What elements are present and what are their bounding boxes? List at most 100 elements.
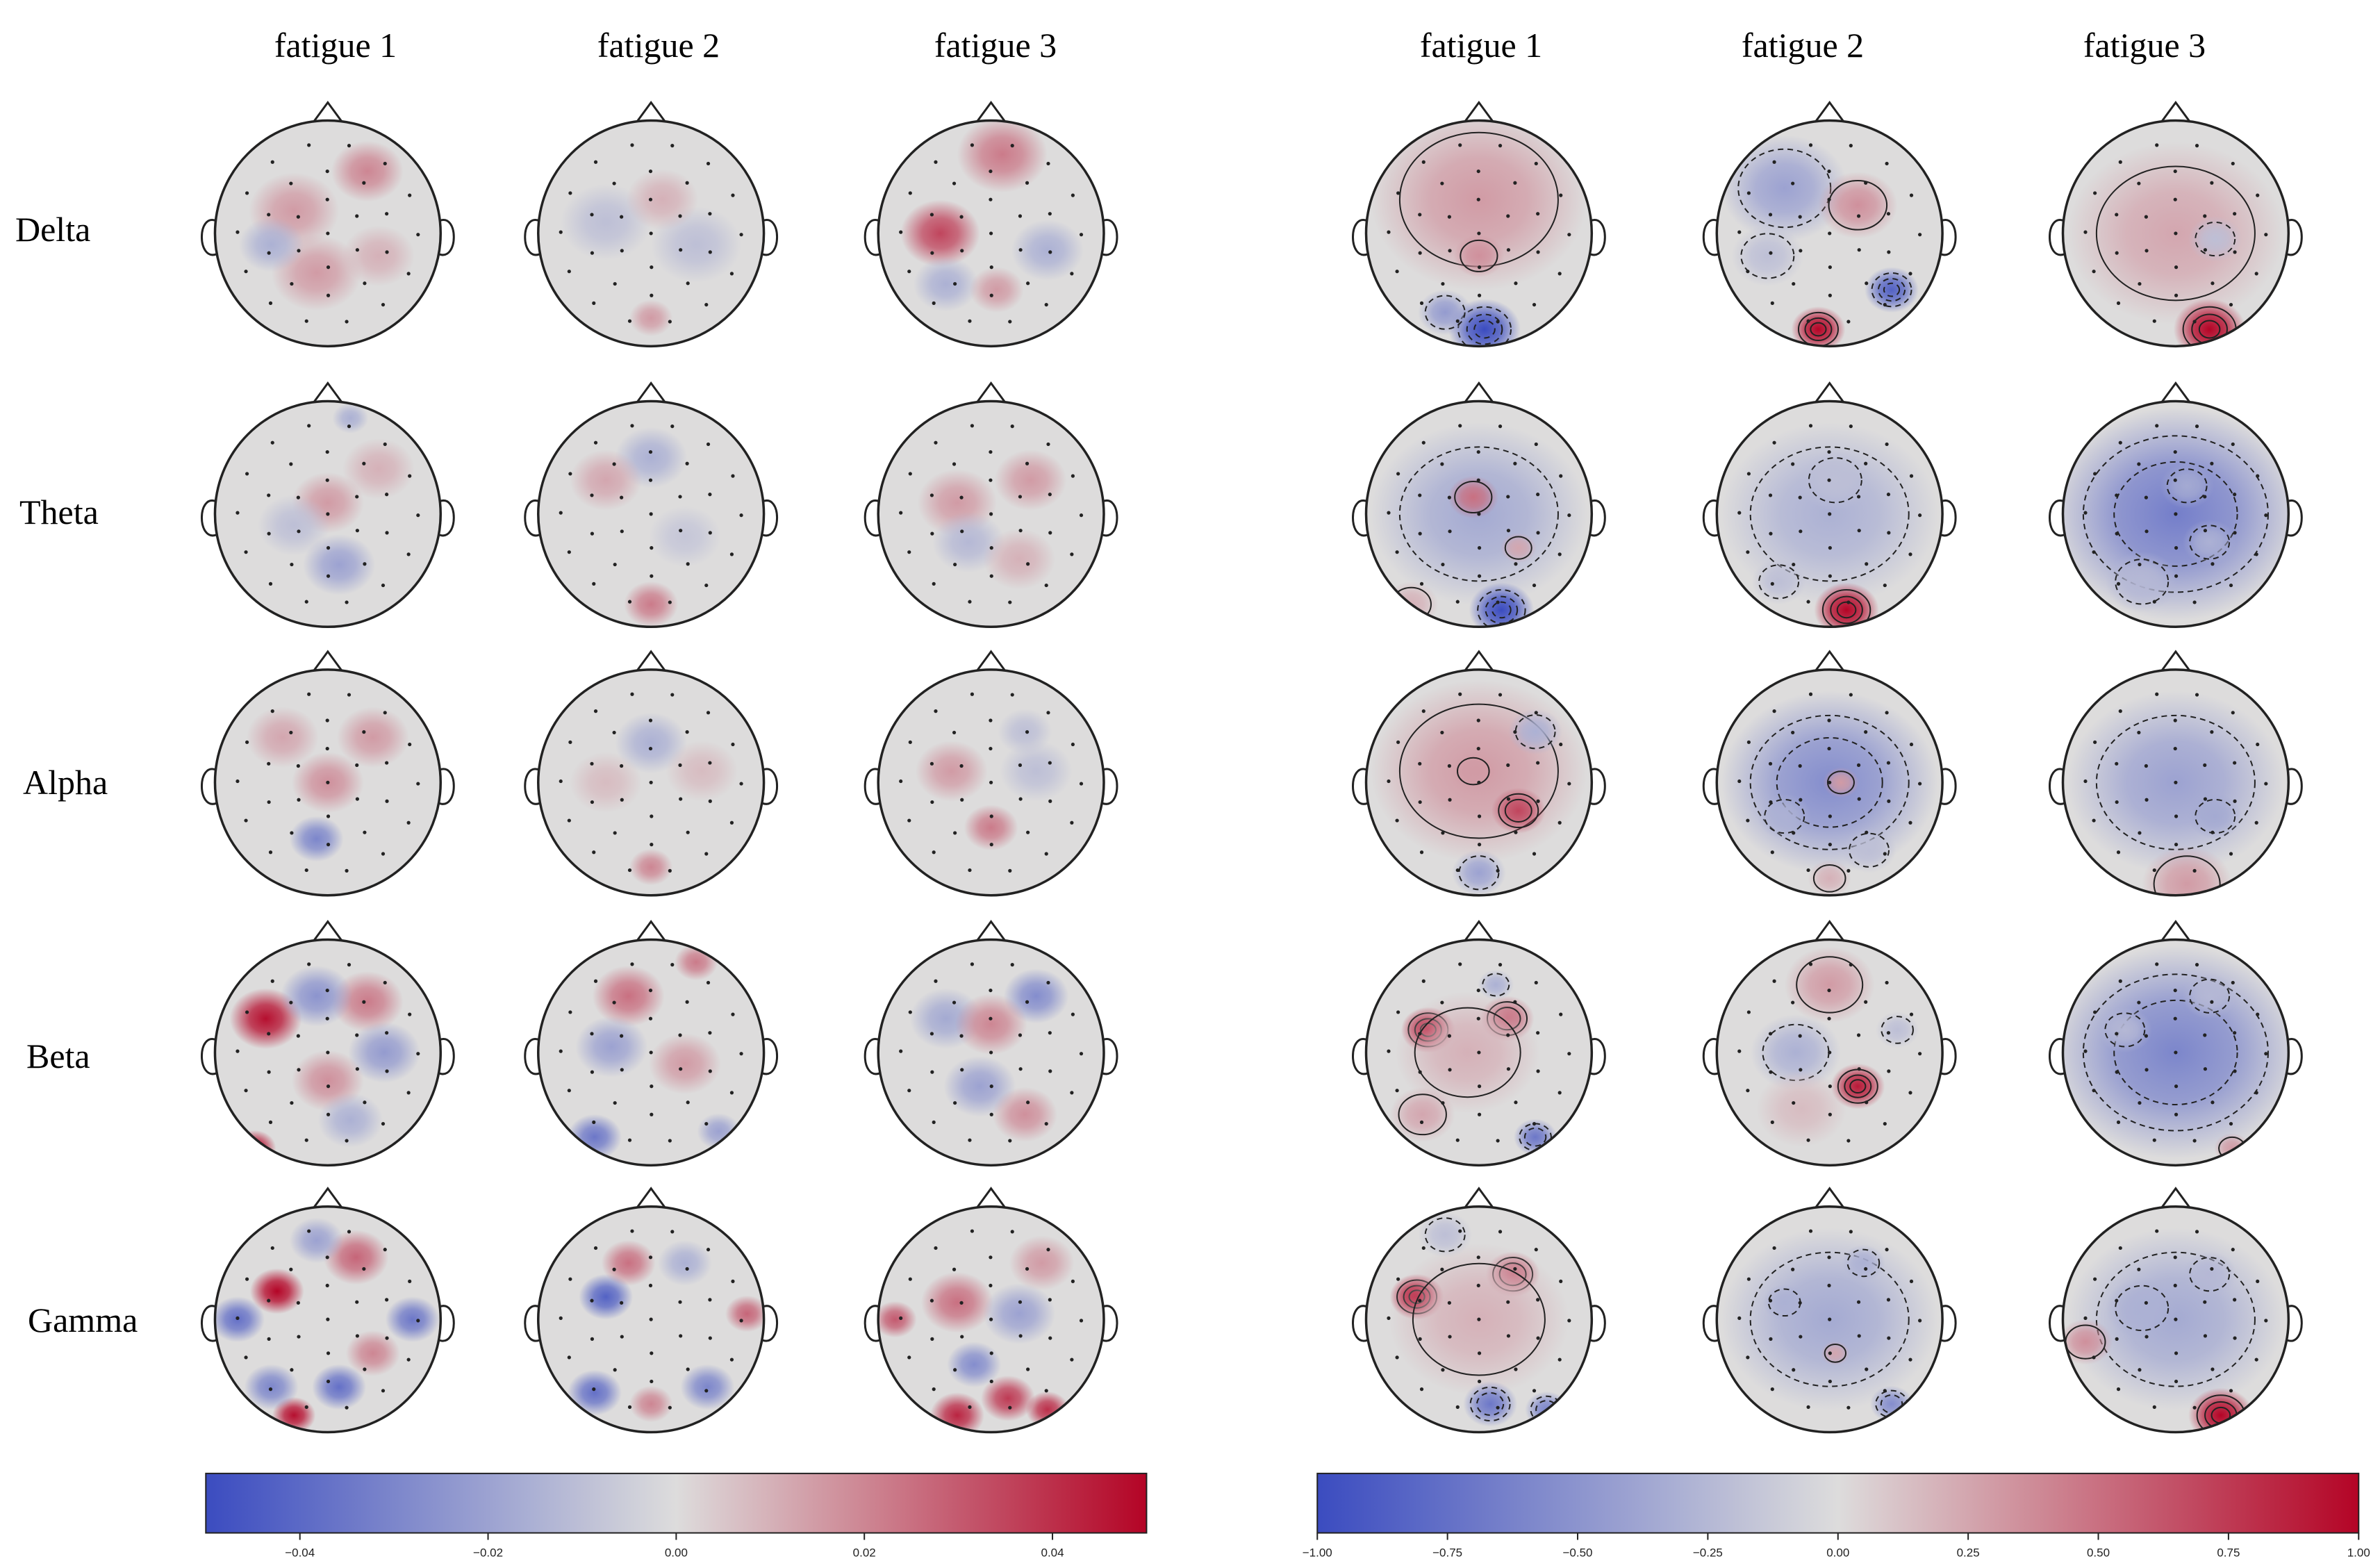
electrode-dot [416, 513, 420, 518]
electrode-dot [627, 1405, 632, 1409]
electrode-dot [355, 248, 359, 252]
electrode-dot [1849, 963, 1853, 967]
electrode-dot [670, 1230, 675, 1234]
electrode-dot [1026, 562, 1030, 566]
activation-blob [878, 1301, 917, 1338]
electrode-dot [1798, 215, 1802, 219]
electrode-dot [1798, 1034, 1802, 1038]
electrode-dot [1798, 764, 1802, 768]
electrode-dot [989, 1379, 993, 1384]
electrode-dot [907, 1089, 911, 1093]
electrode-dot [1418, 531, 1422, 536]
electrode-dot [1418, 761, 1422, 766]
activation-blob [2182, 519, 2237, 566]
contour-line [1514, 714, 1556, 750]
electrode-dot [270, 709, 274, 713]
head-outline [213, 938, 443, 1167]
electrode-dot [1477, 814, 1482, 818]
electrode-dot [1737, 1316, 1742, 1320]
activation-blob [342, 225, 415, 287]
activation-blob [1814, 582, 1879, 627]
electrode-dot [363, 1367, 367, 1371]
electrode-dot [2152, 1138, 2156, 1142]
electrode-dot [592, 850, 596, 855]
activation-blob [1453, 234, 1505, 278]
electrode-dot [686, 1100, 690, 1105]
contour-line [1836, 601, 1857, 619]
electrode-dot [1567, 233, 1571, 237]
contour-line [1412, 1262, 1546, 1376]
activation-blob [980, 1375, 1035, 1421]
electrode-dot [620, 215, 624, 219]
electrode-dot [1048, 1336, 1052, 1340]
head-outline [1364, 399, 1594, 629]
electrode-dot [1455, 868, 1460, 873]
electrode-dot [326, 1050, 330, 1055]
activation-blob [244, 1364, 299, 1410]
electrode-dot [1046, 980, 1050, 985]
electrode-dot [1883, 1121, 1887, 1126]
electrode-dot [731, 1279, 735, 1283]
electrode-dot [1792, 1368, 1796, 1372]
electrode-dot [1079, 1052, 1084, 1056]
electrode-dot [1046, 711, 1050, 715]
electrode-dot [1827, 746, 1831, 751]
electrode-dot [929, 213, 934, 217]
electrode-dot [708, 493, 712, 497]
electrode-dot [650, 1084, 654, 1089]
electrode-dot [1808, 143, 1813, 147]
electrode-dot [593, 979, 598, 983]
electrode-dot [1769, 1070, 1773, 1074]
electrode-dot [267, 493, 271, 497]
electrode-dot [907, 270, 911, 274]
electrode-dot [2173, 718, 2177, 723]
electrode-dot [1909, 1012, 1914, 1016]
electrode-dot [706, 442, 711, 447]
electrode-dot [620, 529, 624, 534]
electrode-dot [2144, 495, 2148, 500]
electrode-dot [1828, 1317, 1832, 1321]
contour-line [1881, 1016, 1914, 1044]
electrode-dot [708, 531, 712, 535]
electrode-dot [2203, 495, 2207, 499]
electrode-dot [989, 1050, 993, 1055]
electrode-dot [363, 1100, 367, 1105]
column-header: fatigue 1 [274, 26, 397, 65]
electrode-dot [685, 730, 689, 734]
electrode-dot [1746, 1277, 1751, 1281]
left-ear-outline [863, 500, 880, 537]
electrode-dot [686, 562, 690, 566]
electrode-dot [1772, 440, 1776, 445]
electrode-dot [989, 718, 993, 723]
electrode-dot [270, 440, 274, 445]
electrode-dot [2229, 1121, 2233, 1126]
electrode-dot [1532, 302, 1537, 307]
electrode-dot [1441, 1100, 1445, 1105]
electrode-dot [1496, 868, 1500, 873]
activation-blob [1448, 475, 1499, 519]
topomap [2048, 919, 2303, 1167]
electrode-dot [2192, 1139, 2197, 1143]
electrode-dot [1887, 531, 1891, 535]
electrode-dot [1828, 780, 1832, 784]
electrode-dot [2174, 512, 2178, 516]
electrode-dot [1768, 1032, 1773, 1036]
head-outline [877, 668, 1105, 897]
electrode-dot [2152, 319, 2156, 323]
electrode-dot [347, 1230, 352, 1234]
left-ear-outline [2048, 768, 2065, 805]
electrode-dot [670, 424, 675, 429]
electrode-dot [2210, 1100, 2215, 1105]
contour-line [1498, 793, 1539, 829]
electrode-dot [568, 472, 572, 476]
electrode-dot [1419, 1120, 1424, 1124]
activation-blob [624, 581, 679, 627]
electrode-dot [1476, 169, 1480, 174]
electrode-dot [1828, 512, 1832, 516]
electrode-dot [304, 1138, 308, 1142]
contour-line [2189, 525, 2231, 560]
contour-line [2082, 973, 2269, 1132]
electrode-dot [1864, 1000, 1868, 1004]
electrode-dot [1079, 782, 1084, 786]
electrode-dot [899, 511, 903, 515]
